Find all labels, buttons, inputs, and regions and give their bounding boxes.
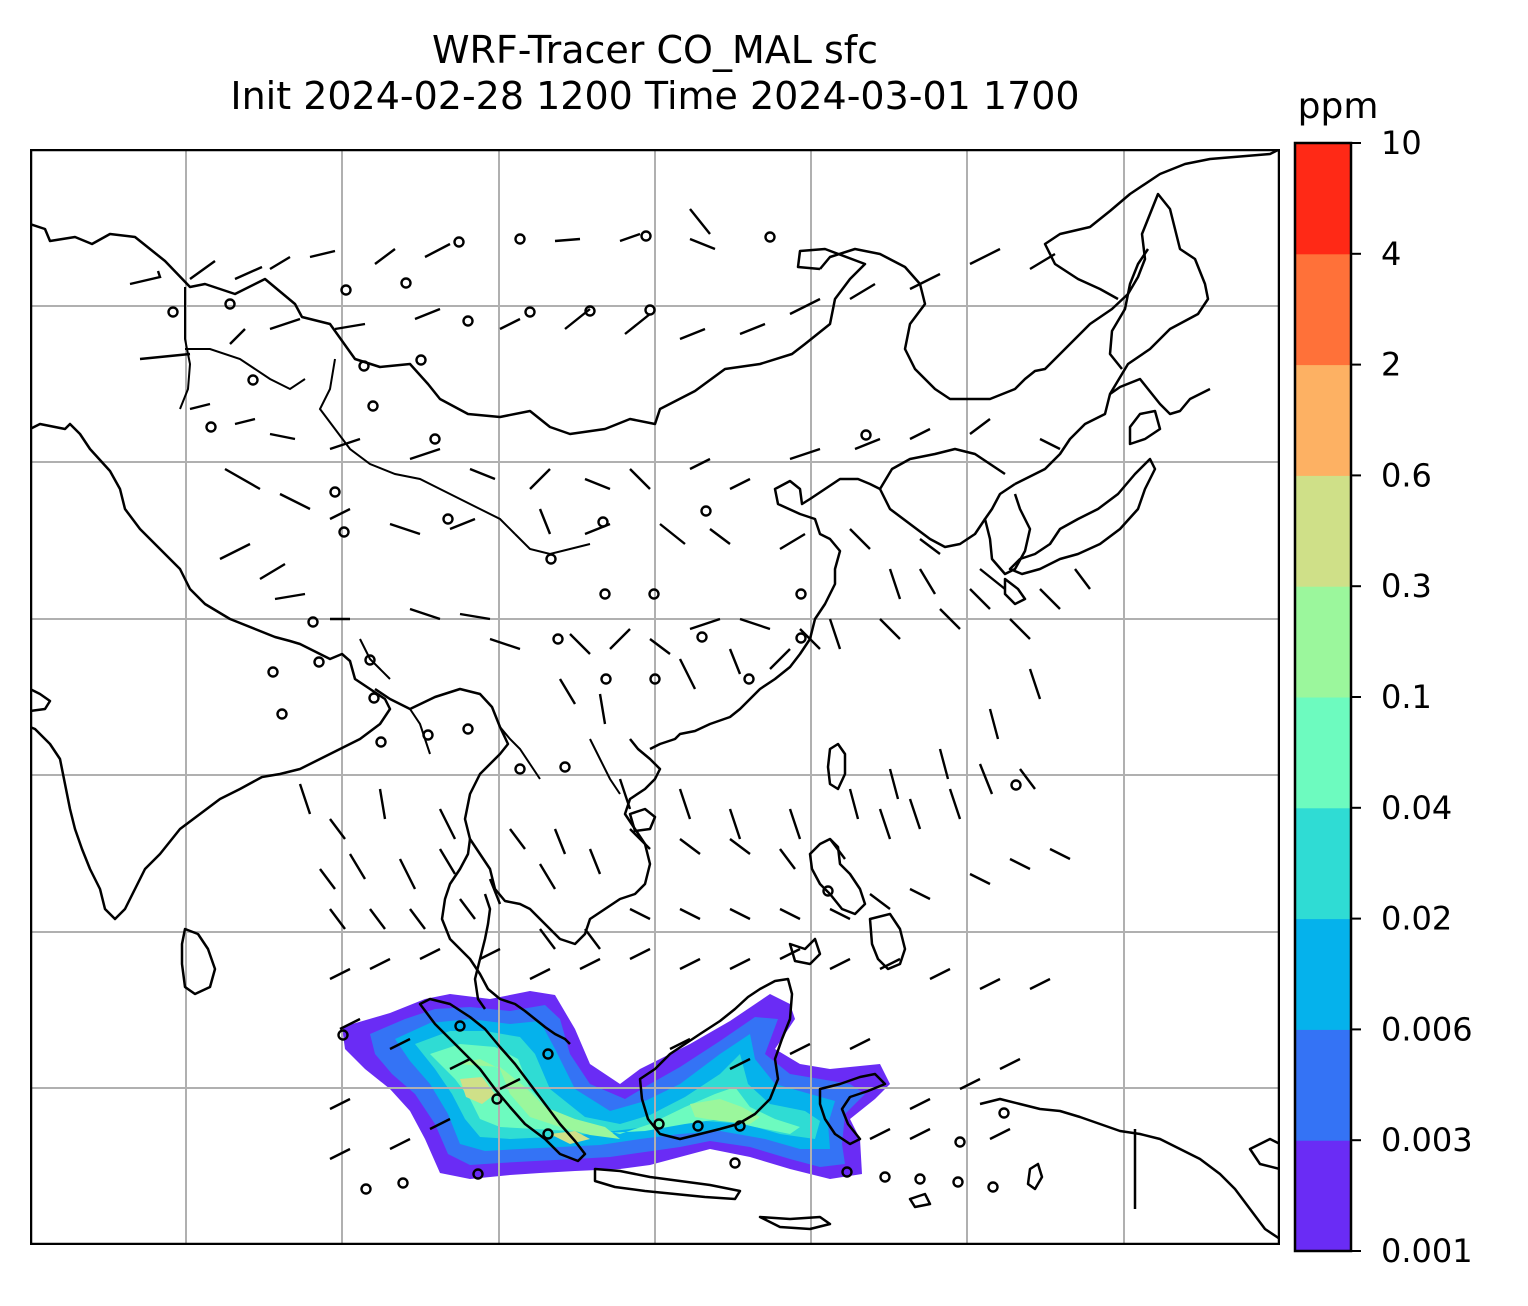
- colorbar-band: [1295, 807, 1351, 920]
- colorbar-tick-label: 0.6: [1381, 456, 1432, 494]
- colorbar-tick-label: 0.1: [1381, 678, 1432, 716]
- coastlines: [30, 149, 1280, 1241]
- colorbar-tick-label: 0.04: [1381, 789, 1452, 827]
- colorbar: ppm 0.001 0.003 0.006 0.02 0.04 0.1 0.3 0.6 2 4 10: [1293, 86, 1473, 1270]
- wind-barbs: [129, 208, 1091, 1195]
- colorbar-tick-label: 0.001: [1381, 1232, 1473, 1270]
- colorbar-band: [1295, 918, 1351, 1030]
- colorbar-band: [1295, 364, 1351, 476]
- colorbar-tick-label: 0.006: [1381, 1010, 1473, 1048]
- colorbar-tick-label: 0.003: [1381, 1121, 1473, 1159]
- colorbar-band: [1295, 253, 1351, 366]
- colorbar-band: [1295, 1029, 1351, 1141]
- colorbar-band: [1295, 1140, 1351, 1252]
- colorbar-band: [1295, 586, 1351, 698]
- colorbar-band: [1295, 697, 1351, 809]
- colorbar-tick-label: 0.02: [1381, 900, 1452, 938]
- colorbar-tick-label: 2: [1381, 346, 1401, 384]
- colorbar-swatches: [1295, 143, 1351, 1252]
- colorbar-band: [1295, 475, 1351, 587]
- map-title: WRF-Tracer CO_MAL sfc: [431, 28, 879, 72]
- map-frame: [30, 149, 1280, 1245]
- colorbar-ticks: 0.001 0.003 0.006 0.02 0.04 0.1 0.3 0.6 2 4 10: [1351, 124, 1473, 1270]
- map-panel: [30, 149, 1280, 1245]
- country-borders: [179, 287, 621, 795]
- colorbar-unit: ppm: [1298, 86, 1379, 127]
- colorbar-tick-label: 10: [1381, 124, 1422, 162]
- colorbar-tick-label: 0.3: [1381, 567, 1432, 605]
- colorbar-tick-label: 4: [1381, 235, 1401, 273]
- map-subtitle: Init 2024-02-28 1200 Time 2024-03-01 170…: [230, 74, 1080, 118]
- colorbar-band: [1295, 143, 1351, 255]
